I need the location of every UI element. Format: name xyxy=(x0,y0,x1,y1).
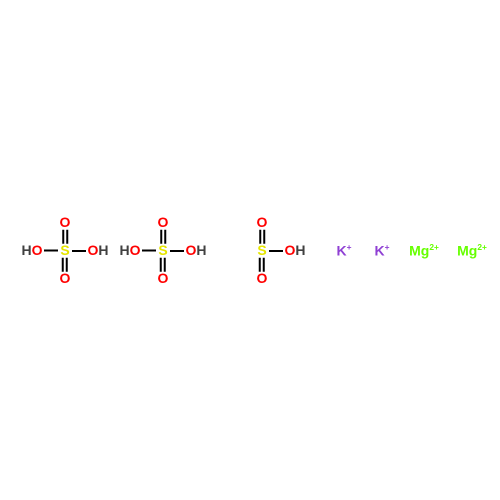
sulfur-atom: S xyxy=(60,242,69,258)
sulfur-atom: S xyxy=(158,242,167,258)
mg-ion: Mg2+ xyxy=(457,242,487,259)
k-ion: K+ xyxy=(336,242,351,259)
oxygen-atom: O xyxy=(60,270,71,286)
sulfur-atom: S xyxy=(257,242,266,258)
hydroxyl-left: HO xyxy=(119,242,140,258)
oxygen-atom: O xyxy=(257,214,268,230)
hydroxyl-right: OH xyxy=(284,242,305,258)
oxygen-atom: O xyxy=(158,214,169,230)
hydroxyl-right: OH xyxy=(185,242,206,258)
oxygen-atom: O xyxy=(257,270,268,286)
hydroxyl-left: HO xyxy=(21,242,42,258)
oxygen-atom: O xyxy=(158,270,169,286)
k-ion: K+ xyxy=(374,242,389,259)
mg-ion: Mg2+ xyxy=(409,242,439,259)
hydroxyl-right: OH xyxy=(87,242,108,258)
structure-canvas: SOOHOOHSOOHOOHSOOOHOHHOK+K+Mg2+Mg2+ xyxy=(0,0,500,500)
oxygen-atom: O xyxy=(60,214,71,230)
